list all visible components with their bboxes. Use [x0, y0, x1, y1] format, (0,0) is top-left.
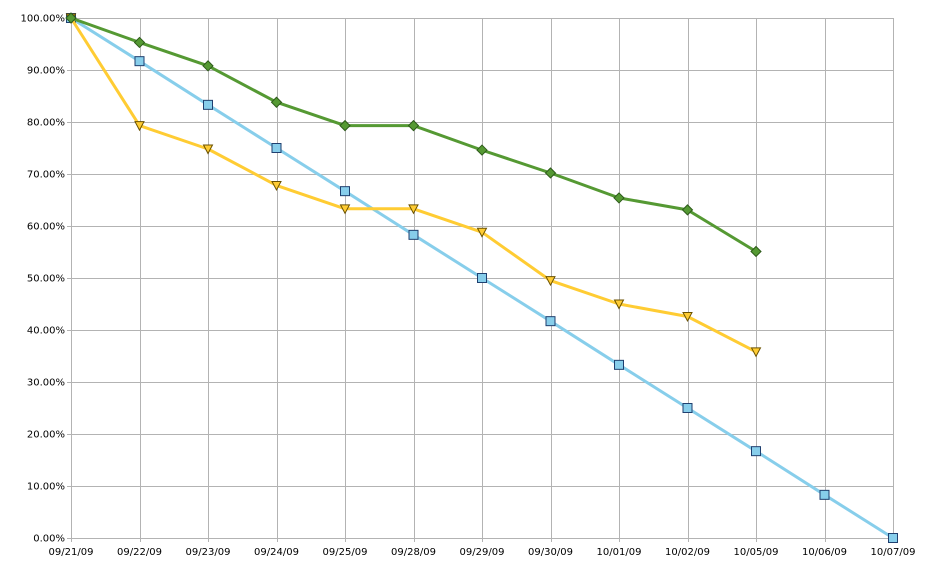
x-tick-label: 10/05/09	[734, 547, 779, 558]
series-3-point	[202, 60, 214, 72]
series-2-point	[545, 276, 556, 287]
series-1-point	[751, 446, 761, 457]
y-tick-label: 30.00%	[27, 378, 65, 389]
y-tick-label: 20.00%	[27, 430, 65, 441]
series-2-point	[682, 311, 693, 323]
series-1-point	[614, 359, 624, 370]
plot-border	[71, 18, 894, 539]
series-2-point	[613, 299, 625, 310]
series-3-point	[339, 119, 351, 132]
y-tick-label: 60.00%	[27, 222, 65, 233]
series-1-point	[545, 316, 556, 327]
series-2-point	[476, 227, 488, 238]
series-3-point	[476, 144, 488, 156]
series-2-point	[134, 121, 145, 132]
y-tick-label: 70.00%	[27, 170, 65, 181]
series-3-point	[407, 119, 420, 132]
x-tick-label: 09/21/09	[49, 547, 94, 558]
x-tick-label: 09/25/09	[323, 547, 368, 558]
x-tick-label: 10/07/09	[871, 547, 916, 558]
series-3	[65, 12, 762, 258]
series-2-point	[408, 204, 419, 215]
x-tick-label: 09/29/09	[460, 547, 505, 558]
series-2-point	[750, 347, 762, 358]
series-1-point	[340, 186, 350, 197]
series-1-point	[888, 533, 898, 543]
series-1-point	[134, 56, 145, 67]
x-tick-label: 10/06/09	[802, 547, 847, 558]
x-tick-label: 09/24/09	[254, 547, 299, 558]
series-1-point	[477, 273, 487, 283]
x-tick-label: 09/22/09	[117, 547, 162, 558]
y-tick-label: 100.00%	[21, 14, 66, 25]
series-3-point	[750, 245, 762, 258]
series-2-point	[202, 144, 214, 155]
x-tick-label: 10/01/09	[597, 547, 642, 558]
series-3-point	[65, 12, 77, 24]
series-2-point	[339, 204, 351, 215]
series-2-line	[69, 17, 757, 354]
series-2-point	[271, 180, 282, 192]
series-2	[65, 13, 762, 358]
series-3-point	[613, 192, 625, 204]
series-layer	[65, 12, 898, 543]
series-1-point	[408, 229, 419, 240]
axis-layer	[67, 18, 894, 542]
series-3-point	[133, 36, 146, 49]
x-tick-label: 09/23/09	[186, 547, 231, 558]
series-3-point	[270, 96, 283, 108]
series-1-point	[271, 143, 282, 153]
y-tick-label: 90.00%	[27, 66, 65, 77]
series-1-point	[682, 403, 693, 413]
series-3-point	[681, 204, 694, 216]
y-tick-label: 0.00%	[33, 534, 65, 545]
series-1-point	[819, 489, 830, 500]
x-tick-label: 09/30/09	[528, 547, 573, 558]
series-1-point	[203, 99, 213, 110]
y-tick-label: 40.00%	[27, 326, 65, 337]
series-3-line	[70, 16, 757, 253]
label-layer: 0.00% 10.00% 20.00% 30.00% 40.00% 50.00% 60.00…	[21, 14, 916, 559]
y-tick-label: 10.00%	[27, 482, 65, 493]
y-tick-label: 50.00%	[27, 274, 65, 285]
series-3-point	[544, 167, 557, 179]
y-tick-label: 80.00%	[27, 118, 65, 129]
x-tick-label: 10/02/09	[665, 547, 710, 558]
x-tick-label: 09/28/09	[391, 547, 436, 558]
